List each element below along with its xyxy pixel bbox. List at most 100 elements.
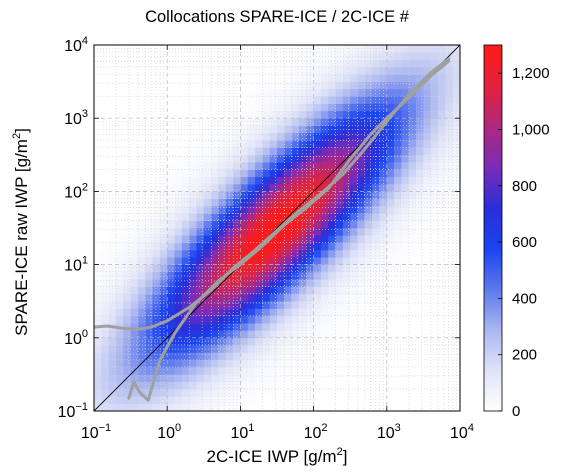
heatmap-cell: [445, 88, 453, 97]
heatmap-cell: [196, 249, 205, 258]
heatmap-cell: [240, 110, 249, 119]
heatmap-cell: [430, 220, 439, 229]
heatmap-cell: [181, 374, 190, 383]
heatmap-cell: [181, 249, 190, 258]
heatmap-cell: [262, 323, 270, 331]
heatmap-cell: [350, 45, 358, 53]
heatmap-cell: [394, 162, 402, 170]
heatmap-cell: [350, 286, 358, 295]
heatmap-cell: [247, 147, 256, 156]
heatmap-cell: [203, 213, 212, 221]
heatmap-cell: [240, 403, 249, 411]
heatmap-cell: [145, 206, 153, 214]
heatmap-cell: [247, 169, 256, 178]
heatmap-cell: [357, 176, 366, 185]
heatmap-cell: [211, 147, 219, 156]
heatmap-cell: [320, 242, 329, 251]
heatmap-cell: [181, 191, 190, 200]
heatmap-cell: [233, 323, 241, 331]
heatmap-cell: [247, 88, 256, 97]
heatmap-cell: [115, 330, 124, 339]
heatmap-cell: [159, 264, 168, 273]
heatmap-cell: [225, 279, 234, 287]
heatmap-cell: [152, 308, 161, 317]
heatmap-cell: [130, 330, 139, 339]
heatmap-cell: [174, 359, 183, 368]
heatmap-cell: [262, 381, 270, 390]
heatmap-cell: [101, 403, 109, 411]
heatmap-cell: [298, 345, 307, 353]
heatmap-cell: [240, 103, 249, 112]
heatmap-cell: [203, 271, 212, 280]
heatmap-cell: [269, 66, 278, 75]
heatmap-cell: [386, 147, 395, 156]
heatmap-cell: [108, 374, 117, 383]
heatmap-cell: [357, 59, 366, 68]
heatmap-cell: [167, 403, 175, 411]
heatmap-cell: [218, 118, 227, 126]
heatmap-cell: [233, 154, 241, 163]
heatmap-cell: [94, 381, 102, 390]
heatmap-cell: [379, 132, 388, 141]
heatmap-cell: [328, 45, 336, 53]
heatmap-cell: [189, 381, 197, 390]
heatmap-cell: [423, 220, 432, 229]
heatmap-cell: [181, 147, 190, 156]
heatmap-cell: [342, 191, 351, 200]
heatmap-cell: [218, 147, 227, 156]
heatmap-cell: [174, 242, 183, 251]
heatmap-cell: [255, 103, 263, 112]
heatmap-cell: [438, 154, 446, 163]
heatmap-cell: [328, 330, 336, 339]
heatmap-cell: [386, 191, 395, 200]
heatmap-cell: [269, 315, 278, 324]
heatmap-cell: [298, 213, 307, 221]
heatmap-cell: [430, 110, 439, 119]
heatmap-cell: [357, 66, 366, 75]
heatmap-cell: [357, 220, 366, 229]
heatmap-cell: [408, 81, 417, 90]
heatmap-cell: [452, 154, 460, 163]
heatmap-cell: [94, 264, 102, 273]
heatmap-cell: [394, 249, 402, 258]
heatmap-cell: [269, 264, 278, 273]
heatmap-cell: [298, 337, 307, 346]
heatmap-cell: [335, 235, 344, 243]
heatmap-cell: [313, 110, 322, 119]
heatmap-cell: [130, 257, 139, 265]
heatmap-cell: [108, 367, 117, 375]
heatmap-cell: [291, 140, 300, 148]
heatmap-cell: [152, 389, 161, 397]
series-lines: [94, 45, 460, 411]
heatmap-cell: [130, 220, 139, 229]
heatmap-cell: [284, 271, 292, 280]
heatmap-cell: [196, 176, 205, 185]
heatmap-cell: [401, 66, 410, 75]
heatmap-cell: [233, 367, 241, 375]
heatmap-cell: [255, 367, 263, 375]
heatmap-cell: [167, 184, 175, 192]
heatmap-cell: [328, 271, 336, 280]
heatmap-cell: [320, 132, 329, 141]
heatmap-cell: [174, 279, 183, 287]
heatmap-cell: [430, 125, 439, 134]
heatmap-cell: [401, 132, 410, 141]
heatmap-cell: [269, 337, 278, 346]
heatmap-cell: [284, 330, 292, 339]
heatmap-cell: [313, 118, 322, 126]
heatmap-cell: [342, 249, 351, 258]
heatmap-cell: [130, 228, 139, 236]
heatmap-cell: [152, 206, 161, 214]
heatmap-cell: [203, 242, 212, 251]
heatmap-cell: [335, 213, 344, 221]
heatmap-cell: [438, 88, 446, 97]
heatmap-cell: [255, 88, 263, 97]
heatmap-cell: [452, 132, 460, 141]
heatmap-cell: [255, 140, 263, 148]
heatmap-cell: [262, 271, 270, 280]
heatmap-cell: [233, 403, 241, 411]
heatmap-cell: [189, 271, 197, 280]
heatmap-cell: [357, 249, 366, 258]
heatmap-cell: [225, 249, 234, 258]
heatmap-cell: [152, 176, 161, 185]
